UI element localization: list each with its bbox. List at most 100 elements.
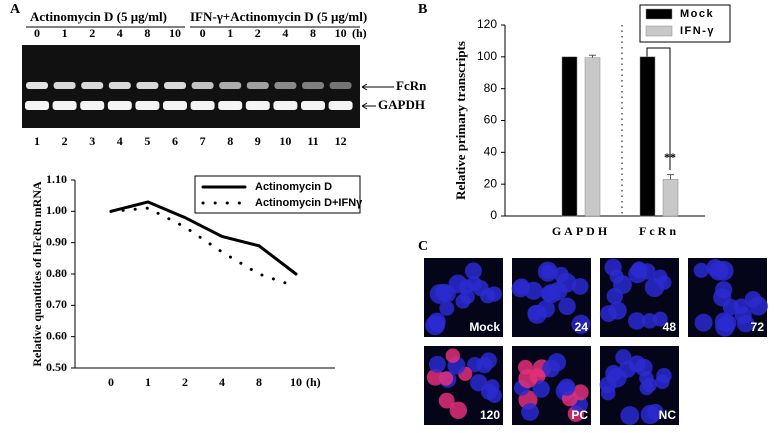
cell [439,300,455,316]
gel-band [136,82,159,89]
y-tick-label: 0.70 [46,297,67,311]
gel-band [135,101,160,110]
cell [464,262,482,280]
bar [561,56,578,217]
gel-band [190,101,215,110]
x-tick-label: 4 [219,375,225,389]
cell [722,298,740,316]
micrograph: Mock [424,258,503,337]
cell [642,377,657,393]
x-tick-label: FcRn [639,224,679,238]
micrograph-label: PC [571,408,588,422]
micrograph-label: 24 [575,320,589,334]
y-axis-title: Relative quantities of hFcRn mRNA [30,181,44,367]
band-label: FcRn [396,78,427,93]
cell [459,279,474,295]
lane-label: 2 [62,134,68,148]
gel-band [301,101,325,110]
legend-label: Mock [680,8,714,20]
cell [652,311,668,327]
time-label: 10 [335,26,347,40]
time-label: 2 [255,26,261,40]
band-label: GAPDH [378,97,425,112]
y-tick-label: 40 [484,145,498,159]
cell [640,404,660,425]
cell [537,261,558,282]
band-arrow [361,83,394,110]
panel-label: B [418,2,427,17]
series-line [109,200,298,276]
time-label: 4 [117,26,123,40]
gel-group: IFN-γ+Actinomycin D (5 μg/ml) [190,9,367,24]
bar [584,57,601,217]
y-tick-label: 120 [477,17,497,31]
time-label: 4 [282,26,288,40]
gel-band [245,101,270,110]
cell [605,364,622,382]
cell [428,355,446,373]
gel-band [52,101,77,110]
cell [748,296,768,316]
cell [511,279,530,298]
cell [547,353,567,372]
cell [426,368,444,386]
x-tick-label: 10 [290,375,302,389]
cell [571,314,591,334]
lane-label: 9 [255,134,261,148]
time-label: 2 [89,26,95,40]
y-tick-label: 80 [484,81,498,95]
cell [694,313,713,332]
lane-label: 4 [117,134,123,148]
y-tick-label: 1.10 [46,172,67,186]
error-bar [589,54,596,58]
cell [606,287,624,305]
cell [600,385,616,401]
micrograph-label: 48 [663,320,677,334]
cell [438,392,455,409]
bar [662,179,679,217]
cell [656,367,672,384]
gel-band [329,82,352,89]
cell [714,312,734,331]
gel-band [191,82,214,89]
gel-band [274,82,297,89]
cell [600,305,617,323]
x-tick-label: 8 [256,375,262,389]
cell [429,316,445,333]
micrograph: 48 [600,258,679,337]
bar [639,56,656,217]
y-tick-label: 0.80 [46,266,67,280]
time-label: 10 [169,26,181,40]
gel-band [80,101,105,110]
x-unit: (h) [306,375,321,389]
cell [527,304,547,324]
micrograph: 72 [688,258,768,337]
cell [540,285,557,302]
micrograph-label: Mock [469,320,500,334]
cell [620,406,640,426]
gel-band [246,82,269,89]
time-label: 0 [34,26,40,40]
gel-band [218,101,243,110]
panel-label: C [418,239,428,254]
time-unit: (h) [352,26,367,40]
legend-box [194,175,361,214]
time-label: 8 [310,26,316,40]
cell [532,380,550,398]
cell [470,374,488,392]
y-tick-label: 0.50 [46,360,67,374]
cell [435,283,453,302]
y-tick-label: 0.60 [46,328,67,342]
micrograph-label: 72 [751,320,765,334]
x-tick-label: 1 [145,375,151,389]
micrograph: PC [512,346,591,425]
error-bar [667,174,674,180]
gel-band [219,82,242,89]
lane-label: 8 [227,134,233,148]
micrograph: 120 [424,346,503,425]
time-label: 0 [200,26,206,40]
y-tick-label: 0 [490,208,497,222]
cell [479,287,496,304]
gel-group: Actinomycin D (5 μg/ml) [30,9,167,24]
gel-band [328,101,353,110]
